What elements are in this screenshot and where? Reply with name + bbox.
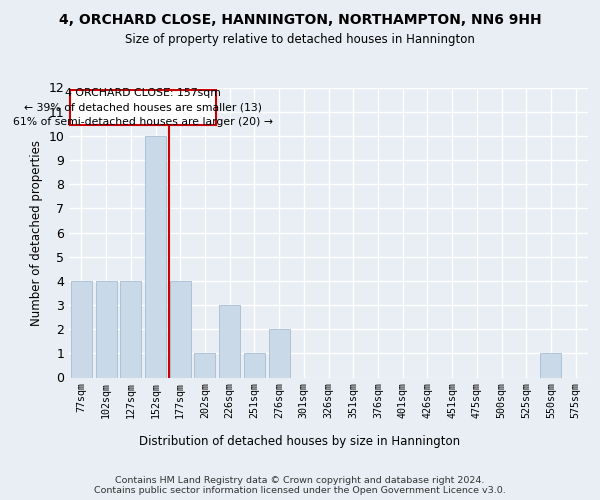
Text: 4 ORCHARD CLOSE: 157sqm
← 39% of detached houses are smaller (13)
61% of semi-de: 4 ORCHARD CLOSE: 157sqm ← 39% of detache… (13, 88, 273, 127)
Bar (244, 354, 265, 378)
Text: 4, ORCHARD CLOSE, HANNINGTON, NORTHAMPTON, NN6 9HH: 4, ORCHARD CLOSE, HANNINGTON, NORTHAMPTO… (59, 12, 541, 26)
Bar (170, 281, 191, 378)
Bar (541, 354, 562, 378)
Y-axis label: Number of detached properties: Number of detached properties (30, 140, 43, 326)
Text: Contains HM Land Registry data © Crown copyright and database right 2024.
Contai: Contains HM Land Registry data © Crown c… (94, 476, 506, 495)
Bar (269, 329, 290, 378)
Text: Size of property relative to detached houses in Hannington: Size of property relative to detached ho… (125, 32, 475, 46)
Bar (120, 281, 141, 378)
Bar (95, 281, 116, 378)
Bar (71, 281, 92, 378)
Bar (145, 136, 166, 378)
Bar (219, 305, 240, 378)
Bar (194, 354, 215, 378)
FancyBboxPatch shape (70, 90, 216, 125)
Text: Distribution of detached houses by size in Hannington: Distribution of detached houses by size … (139, 435, 461, 448)
